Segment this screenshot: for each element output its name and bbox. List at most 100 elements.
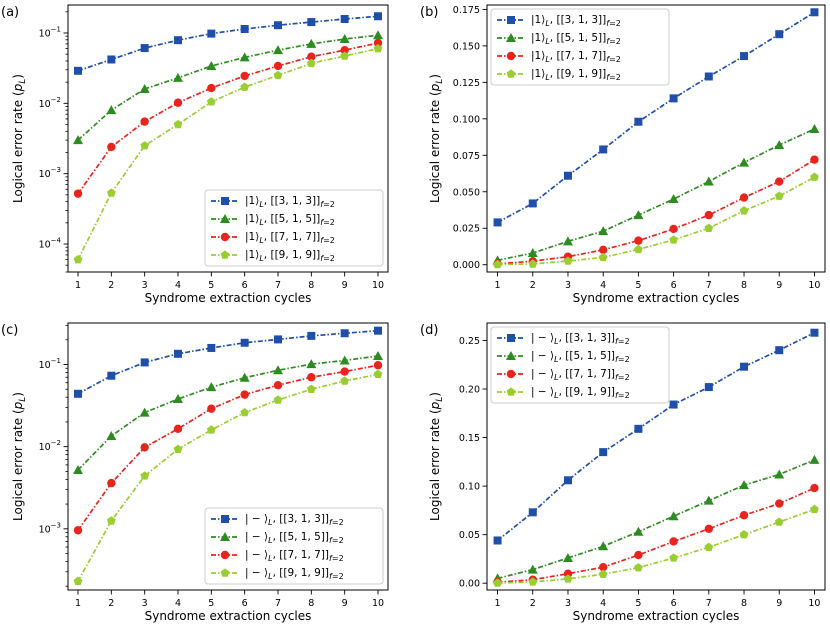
data-point bbox=[528, 199, 537, 208]
data-point bbox=[73, 464, 83, 474]
data-point bbox=[106, 105, 117, 115]
data-point bbox=[274, 21, 282, 30]
data-point bbox=[810, 172, 819, 181]
y-tick-label: 0.05 bbox=[459, 530, 480, 541]
data-point bbox=[73, 576, 83, 585]
legend-marker bbox=[220, 532, 230, 541]
data-point bbox=[239, 372, 250, 382]
x-tick-label: 4 bbox=[175, 598, 181, 609]
x-tick-label: 2 bbox=[108, 598, 114, 609]
x-tick-label: 3 bbox=[142, 280, 148, 291]
data-point bbox=[739, 530, 749, 539]
data-point bbox=[173, 394, 183, 404]
data-point bbox=[206, 425, 216, 434]
y-tick-label: 10−4 bbox=[39, 237, 62, 251]
series-line bbox=[497, 459, 815, 580]
x-tick-label: 10 bbox=[808, 280, 820, 291]
data-point bbox=[373, 369, 383, 379]
data-point bbox=[107, 371, 116, 380]
data-point bbox=[107, 142, 116, 152]
data-point bbox=[206, 382, 217, 392]
legend-marker bbox=[506, 33, 516, 42]
data-point bbox=[106, 430, 117, 440]
data-point bbox=[598, 562, 608, 572]
data-point bbox=[373, 30, 383, 40]
data-point bbox=[273, 70, 283, 80]
data-point bbox=[306, 58, 316, 68]
data-point bbox=[240, 24, 249, 33]
x-axis-label: Syndrome extraction cycles bbox=[573, 609, 740, 623]
data-point bbox=[775, 346, 784, 355]
x-tick-label: 10 bbox=[372, 280, 384, 291]
data-point bbox=[633, 526, 644, 536]
y-tick-label: 0.000 bbox=[453, 260, 480, 271]
panel-label: (b) bbox=[420, 5, 438, 20]
legend-marker bbox=[506, 69, 516, 78]
data-point bbox=[140, 471, 150, 480]
x-tick-label: 2 bbox=[530, 598, 536, 609]
data-point bbox=[373, 350, 383, 360]
data-point bbox=[73, 526, 83, 535]
data-point bbox=[739, 511, 749, 520]
data-point bbox=[599, 448, 608, 457]
legend-label: | − ⟩L, [[9, 1, 9]]f=2 bbox=[245, 567, 344, 581]
legend-label: | − ⟩L, [[3, 1, 3]]f=2 bbox=[245, 513, 344, 527]
chart-panel: 0.00 0.05 0.10 0.15 0.20 0.25 1 2 3 4 5 6 7 8 9 10 Syndr… bbox=[420, 322, 826, 623]
data-point bbox=[562, 236, 573, 246]
legend-marker bbox=[221, 197, 229, 205]
data-point bbox=[563, 476, 572, 485]
data-point bbox=[528, 508, 537, 517]
legend-label: | − ⟩L, [[5, 1, 5]]f=2 bbox=[531, 350, 630, 364]
y-tick-label: 0.100 bbox=[453, 114, 480, 125]
legend-label: |1⟩L, [[3, 1, 3]]f=2 bbox=[245, 195, 335, 209]
data-point bbox=[774, 469, 785, 479]
data-point bbox=[668, 511, 679, 521]
data-point bbox=[207, 404, 216, 413]
x-tick-label: 1 bbox=[75, 280, 81, 291]
data-point bbox=[339, 355, 350, 365]
x-tick-label: 4 bbox=[600, 598, 606, 609]
data-point bbox=[107, 478, 116, 488]
data-point bbox=[340, 376, 350, 385]
y-tick-label: 10−1 bbox=[39, 357, 61, 371]
x-tick-label: 3 bbox=[565, 280, 571, 291]
legend-box bbox=[490, 326, 670, 404]
data-point bbox=[704, 524, 714, 534]
data-point bbox=[273, 365, 283, 375]
y-tick-label: 0.150 bbox=[453, 41, 480, 52]
data-point bbox=[374, 326, 382, 335]
data-point bbox=[307, 18, 316, 27]
series-line bbox=[77, 329, 379, 395]
data-point bbox=[140, 141, 150, 150]
data-point bbox=[634, 563, 643, 572]
data-point bbox=[774, 140, 785, 150]
y-tick-label: 0.175 bbox=[453, 5, 480, 16]
x-tick-label: 9 bbox=[776, 598, 782, 609]
x-tick-label: 8 bbox=[741, 598, 747, 609]
data-point bbox=[775, 30, 784, 39]
data-point bbox=[173, 98, 183, 107]
data-point bbox=[634, 424, 643, 433]
data-point bbox=[669, 224, 678, 234]
data-point bbox=[703, 495, 714, 505]
legend-label: |1⟩L, [[7, 1, 7]]f=2 bbox=[245, 231, 335, 245]
data-point bbox=[598, 569, 608, 578]
data-point bbox=[73, 135, 83, 145]
legend-box bbox=[204, 507, 384, 585]
chart-panel: 0.000 0.025 0.050 0.075 0.100 0.125 0.150 0.175… bbox=[420, 4, 826, 305]
x-tick-label: 7 bbox=[275, 598, 281, 609]
data-point bbox=[140, 443, 149, 452]
data-point bbox=[493, 218, 502, 227]
x-tick-label: 5 bbox=[208, 598, 214, 609]
legend-box bbox=[490, 8, 670, 86]
data-point bbox=[340, 367, 349, 376]
data-point bbox=[810, 483, 819, 493]
data-point bbox=[340, 45, 349, 55]
x-tick-label: 1 bbox=[495, 280, 501, 291]
x-tick-label: 9 bbox=[776, 280, 782, 291]
data-point bbox=[774, 191, 784, 200]
x-tick-label: 1 bbox=[495, 598, 501, 609]
x-tick-label: 1 bbox=[75, 598, 81, 609]
series-line bbox=[77, 364, 379, 531]
x-tick-label: 7 bbox=[706, 598, 712, 609]
